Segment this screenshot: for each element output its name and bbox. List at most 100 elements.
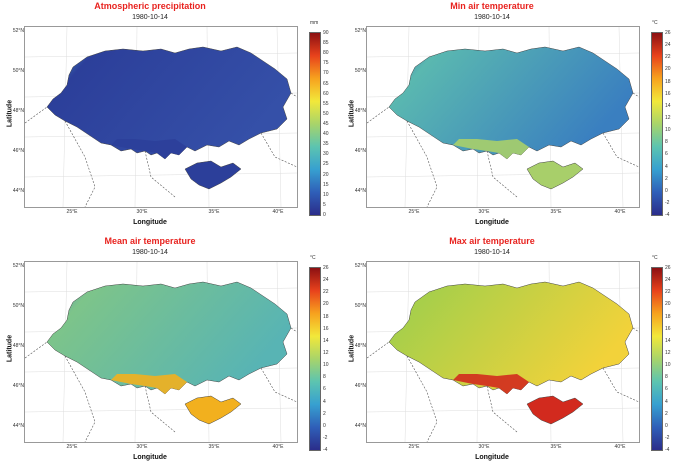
- colorbar-tick-label: 50: [323, 110, 329, 117]
- panel-date: 1980-10-14: [132, 249, 168, 256]
- map-frame: [24, 261, 298, 443]
- colorbar-unit: °C: [652, 20, 658, 26]
- colorbar-tick-label: 14: [323, 337, 329, 344]
- neighbor-border: [367, 92, 639, 207]
- colorbar-tick-label: 16: [323, 325, 329, 332]
- map-frame: [366, 261, 640, 443]
- lat-tick-label: 44°N: [354, 188, 366, 194]
- map-svg: [367, 262, 639, 442]
- lat-tick-label: 44°N: [12, 423, 24, 429]
- lat-tick-label: 50°N: [354, 303, 366, 309]
- lat-tick-label: 52°N: [12, 28, 24, 34]
- lon-tick-label: 25°E: [408, 209, 420, 215]
- colorbar-tick-label: 75: [323, 60, 329, 67]
- lat-tick-label: 52°N: [12, 263, 24, 269]
- map-svg: [367, 27, 639, 207]
- colorbar-tick-label: 14: [665, 102, 671, 109]
- colorbar-tick-label: 60: [323, 90, 329, 97]
- colorbar-tick-label: 5: [323, 201, 326, 208]
- south-region: [111, 139, 187, 159]
- lat-tick-label: 50°N: [12, 68, 24, 74]
- lat-tick-label: 48°N: [354, 343, 366, 349]
- colorbar-tick-label: 35: [323, 141, 329, 148]
- lon-tick-label: 25°E: [66, 444, 78, 450]
- lat-tick-label: 48°N: [12, 343, 24, 349]
- colorbar-tick-label: 20: [323, 301, 329, 308]
- colorbar-tick-label: 90: [323, 30, 329, 36]
- lon-tick-label: 30°E: [478, 444, 490, 450]
- colorbar-tick-label: 20: [323, 171, 329, 178]
- panel-date: 1980-10-14: [474, 249, 510, 256]
- crimea-region: [526, 160, 584, 190]
- colorbar-tick-label: 24: [665, 42, 671, 49]
- map-panel-3: Mean air temperature 1980-10-14: [0, 235, 342, 469]
- colorbar-tick-label: 18: [323, 313, 329, 320]
- colorbar-tick-label: 6: [323, 386, 326, 393]
- panel-title: Mean air temperature: [104, 236, 196, 246]
- lat-tick-label: 46°N: [12, 148, 24, 154]
- colorbar-tick-label: 0: [665, 422, 668, 429]
- y-axis-title: Latitude: [6, 334, 14, 363]
- colorbar: [651, 32, 663, 216]
- lon-tick-label: 40°E: [272, 444, 284, 450]
- colorbar-tick-label: 20: [665, 301, 671, 308]
- neighbor-border: [367, 327, 639, 442]
- x-axis-title: Longitude: [133, 219, 167, 226]
- colorbar-tick-label: 0: [665, 187, 668, 194]
- lat-tick-label: 46°N: [12, 383, 24, 389]
- colorbar-tick-label: 22: [323, 289, 329, 296]
- lat-tick-label: 46°N: [354, 383, 366, 389]
- colorbar-tick-label: 16: [665, 90, 671, 97]
- colorbar-tick-label: 80: [323, 50, 329, 57]
- colorbar-tick-label: 4: [665, 398, 668, 405]
- lon-tick-label: 40°E: [614, 444, 626, 450]
- colorbar-tick-label: 25: [323, 161, 329, 168]
- lat-tick-label: 44°N: [354, 423, 366, 429]
- panel-title: Atmospheric precipitation: [94, 1, 206, 11]
- colorbar-tick-label: 24: [665, 277, 671, 284]
- lon-tick-label: 35°E: [208, 444, 220, 450]
- colorbar-tick-label: 45: [323, 121, 329, 127]
- colorbar-tick-label: 8: [665, 374, 668, 381]
- x-axis-title: Longitude: [133, 454, 167, 461]
- colorbar-tick-label: 2: [323, 410, 326, 417]
- colorbar-tick-label: 40: [323, 131, 329, 138]
- colorbar-tick-label: 6: [665, 151, 668, 158]
- lat-tick-label: 44°N: [12, 188, 24, 194]
- colorbar-tick-label: 14: [665, 337, 671, 344]
- lon-tick-label: 30°E: [136, 209, 148, 215]
- lon-tick-label: 35°E: [550, 444, 562, 450]
- colorbar-tick-label: 15: [323, 181, 329, 188]
- colorbar-tick-label: 16: [665, 325, 671, 332]
- colorbar-tick-label: 30: [323, 151, 329, 158]
- colorbar: [309, 267, 321, 451]
- colorbar: [651, 267, 663, 451]
- map-frame: [24, 26, 298, 208]
- colorbar-tick-label: 26: [665, 30, 671, 36]
- lat-tick-label: 50°N: [354, 68, 366, 74]
- crimea-region: [184, 160, 242, 190]
- lat-tick-label: 52°N: [354, 28, 366, 34]
- colorbar-tick-label: 6: [665, 386, 668, 393]
- colorbar-tick-label: 22: [665, 54, 671, 61]
- panel-title: Min air temperature: [450, 1, 534, 11]
- panel-date: 1980-10-14: [132, 14, 168, 21]
- colorbar-tick-label: 22: [665, 289, 671, 296]
- colorbar-tick-label: -4: [323, 447, 328, 453]
- colorbar-tick-label: 55: [323, 100, 329, 107]
- colorbar-tick-label: -2: [665, 434, 670, 441]
- colorbar-unit: °C: [652, 255, 658, 261]
- lat-tick-label: 46°N: [354, 148, 366, 154]
- colorbar-unit: mm: [310, 20, 319, 26]
- colorbar-tick-label: 26: [665, 265, 671, 271]
- map-panel-2: Min air temperature 1980-10-14: [342, 0, 684, 234]
- ukraine-region: [46, 46, 292, 160]
- panel-date: 1980-10-14: [474, 14, 510, 21]
- colorbar-tick-label: 12: [665, 114, 671, 121]
- colorbar-tick-label: 24: [323, 277, 329, 284]
- map-panel-4: Max air temperature 1980-10-14: [342, 235, 684, 469]
- lat-tick-label: 48°N: [354, 108, 366, 114]
- lon-tick-label: 40°E: [272, 209, 284, 215]
- colorbar-tick-label: 18: [665, 78, 671, 85]
- lat-tick-label: 48°N: [12, 108, 24, 114]
